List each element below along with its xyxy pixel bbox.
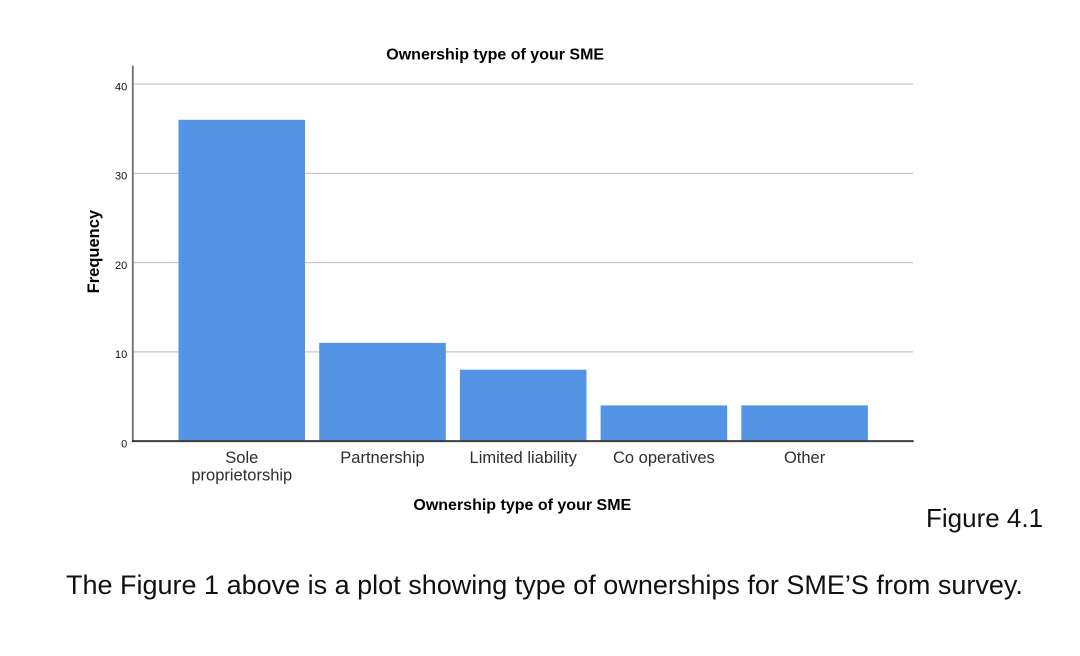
svg-text:10: 10: [115, 349, 127, 361]
svg-text:Co operatives: Co operatives: [613, 449, 715, 467]
svg-text:Ownership type of your SME: Ownership type of your SME: [386, 46, 604, 63]
svg-text:0: 0: [121, 438, 127, 450]
svg-text:Limited liability: Limited liability: [470, 449, 578, 467]
svg-text:Sole: Sole: [225, 449, 258, 467]
svg-text:20: 20: [115, 260, 127, 272]
svg-text:proprietorship: proprietorship: [191, 466, 292, 484]
svg-text:Other: Other: [784, 449, 826, 467]
svg-text:Ownership type of your SME: Ownership type of your SME: [413, 497, 631, 514]
svg-text:30: 30: [115, 171, 127, 183]
svg-text:40: 40: [115, 81, 127, 93]
svg-text:Partnership: Partnership: [340, 449, 424, 467]
svg-text:Frequency: Frequency: [85, 209, 103, 293]
